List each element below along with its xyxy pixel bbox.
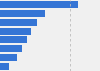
Bar <box>0 10 45 17</box>
Bar <box>0 45 22 52</box>
Bar <box>0 19 37 26</box>
Bar <box>0 1 78 8</box>
Bar <box>0 36 27 43</box>
Bar <box>0 54 17 61</box>
Bar <box>0 63 9 70</box>
Bar <box>0 28 31 35</box>
